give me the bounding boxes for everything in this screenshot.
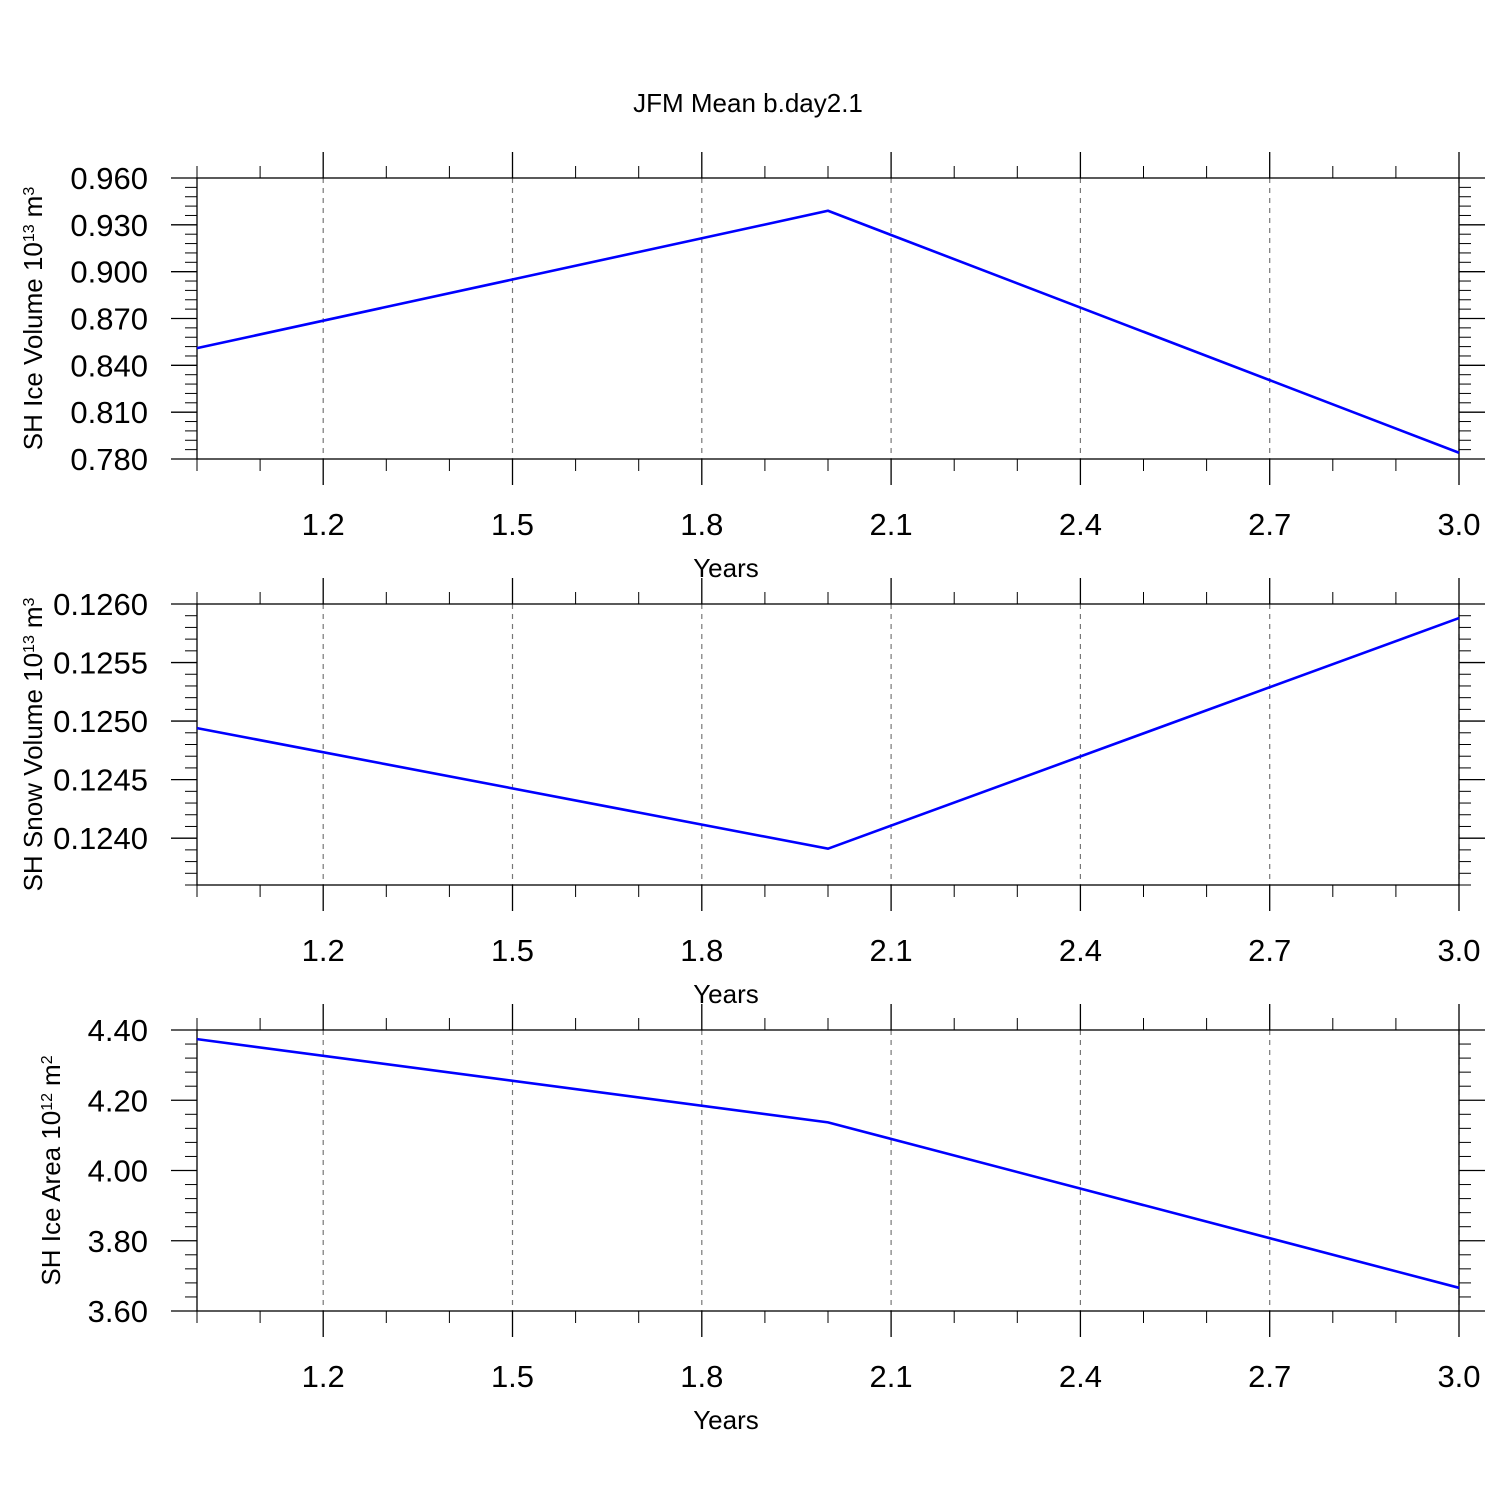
y-tick-label: 0.930 bbox=[70, 208, 148, 243]
y-axis-label-part: 3 bbox=[21, 597, 38, 606]
x-tick-label: 1.5 bbox=[491, 507, 534, 542]
x-tick-label: 2.4 bbox=[1059, 507, 1102, 542]
y-axis-label-part: m bbox=[18, 196, 48, 218]
x-tick-label: 2.7 bbox=[1248, 507, 1291, 542]
y-tick-label: 0.960 bbox=[70, 161, 148, 196]
x-tick-label: 3.0 bbox=[1437, 1359, 1480, 1394]
x-tick-label: 2.4 bbox=[1059, 1359, 1102, 1394]
y-tick-label: 0.1260 bbox=[53, 587, 148, 622]
data-line bbox=[196, 616, 1460, 851]
y-axis-label-part: 13 bbox=[21, 635, 38, 653]
x-tick-label: 3.0 bbox=[1437, 507, 1480, 542]
panel: 1.2 1.5 1.8 2.1 2.4 2.7 3.0 3.60 3.80 4.00 4.20 4.4… bbox=[36, 1004, 1485, 1435]
y-tick-label: 0.870 bbox=[70, 302, 148, 337]
x-tick-label: 3.0 bbox=[1437, 933, 1480, 968]
y-axis-label-part: SH Snow Volume 10 bbox=[18, 653, 48, 891]
x-tick-label: 1.8 bbox=[680, 1359, 723, 1394]
y-axis-label-part: m bbox=[36, 1064, 66, 1086]
y-tick-label: 4.00 bbox=[88, 1154, 148, 1189]
y-tick-label: 3.80 bbox=[88, 1224, 148, 1259]
x-tick-label: 2.1 bbox=[870, 1359, 913, 1394]
y-axis-label-part: 13 bbox=[21, 224, 38, 242]
x-tick-label: 1.2 bbox=[302, 933, 345, 968]
data-line bbox=[196, 1037, 1460, 1290]
x-axis-label: Years bbox=[693, 553, 759, 583]
panel: JFM Mean b.day2.1 1.2 1.5 1.8 2.1 2.4 2.7 3.0 0.… bbox=[18, 88, 1485, 583]
y-tick-label: 0.810 bbox=[70, 395, 148, 430]
x-tick-label: 2.7 bbox=[1248, 1359, 1291, 1394]
y-tick-label: 0.1245 bbox=[53, 763, 148, 798]
x-tick-label: 1.8 bbox=[680, 507, 723, 542]
x-tick-label: 2.1 bbox=[870, 507, 913, 542]
chart-title: JFM Mean b.day2.1 bbox=[633, 88, 863, 118]
y-axis-label-part: m bbox=[18, 606, 48, 628]
y-tick-label: 3.60 bbox=[88, 1294, 148, 1329]
x-axis-label: Years bbox=[693, 979, 759, 1009]
x-tick-label: 1.5 bbox=[491, 1359, 534, 1394]
x-tick-label: 1.8 bbox=[680, 933, 723, 968]
x-tick-label: 2.7 bbox=[1248, 933, 1291, 968]
y-axis-label: SH Snow Volume 1013 m3 bbox=[18, 597, 48, 891]
y-tick-label: 4.40 bbox=[88, 1013, 148, 1048]
y-axis-label: SH Ice Volume 1013 m3 bbox=[18, 187, 48, 451]
y-tick-label: 0.1255 bbox=[53, 646, 148, 681]
y-tick-label: 0.780 bbox=[70, 442, 148, 477]
data-line bbox=[196, 209, 1460, 454]
y-tick-label: 0.840 bbox=[70, 348, 148, 383]
y-axis-label-part: 3 bbox=[21, 187, 38, 196]
y-axis-label-part: SH Ice Area 10 bbox=[36, 1111, 66, 1286]
x-tick-label: 1.2 bbox=[302, 507, 345, 542]
x-tick-label: 2.4 bbox=[1059, 933, 1102, 968]
y-axis-label-part: SH Ice Volume 10 bbox=[18, 242, 48, 450]
y-tick-label: 0.900 bbox=[70, 255, 148, 290]
y-tick-label: 4.20 bbox=[88, 1083, 148, 1118]
panel: 1.2 1.5 1.8 2.1 2.4 2.7 3.0 0.1240 0.1245 0.1250 0… bbox=[18, 578, 1485, 1009]
x-tick-label: 2.1 bbox=[870, 933, 913, 968]
y-axis-label-part: 12 bbox=[39, 1093, 56, 1111]
x-tick-label: 1.2 bbox=[302, 1359, 345, 1394]
y-axis-label: SH Ice Area 1012 m2 bbox=[36, 1055, 66, 1285]
x-tick-label: 1.5 bbox=[491, 933, 534, 968]
x-axis-label: Years bbox=[693, 1405, 759, 1435]
y-tick-label: 0.1240 bbox=[53, 821, 148, 856]
y-axis-label-part: 2 bbox=[39, 1055, 56, 1064]
y-tick-label: 0.1250 bbox=[53, 704, 148, 739]
